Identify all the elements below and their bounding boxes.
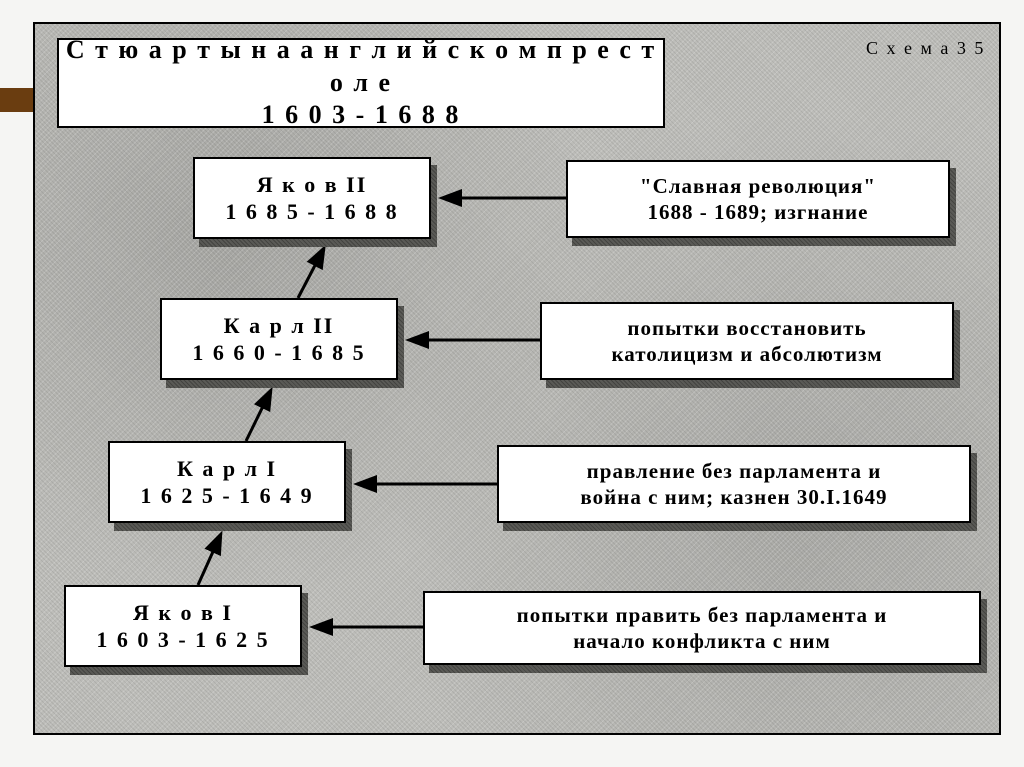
monarch-box: Я к о в II1 6 8 5 - 1 6 8 8	[193, 157, 431, 239]
monarch-name: Я к о в II	[257, 171, 368, 199]
arrow	[246, 392, 270, 441]
description-line: война с ним; казнен 30.I.1649	[580, 484, 887, 510]
monarch-box: Я к о в I1 6 0 3 - 1 6 2 5	[64, 585, 302, 667]
outer-frame: С х е м а 3 5 С т ю а р т ы н а а н г л …	[33, 22, 1001, 735]
description-box: правление без парламента ивойна с ним; к…	[497, 445, 971, 523]
monarch-years: 1 6 6 0 - 1 6 8 5	[192, 339, 365, 367]
monarch-box: К а р л I1 6 2 5 - 1 6 4 9	[108, 441, 346, 523]
description-box: попытки восстановитькатолицизм и абсолют…	[540, 302, 954, 380]
diagram-slide: С х е м а 3 5 С т ю а р т ы н а а н г л …	[0, 0, 1024, 767]
description-line: попытки восстановить	[627, 315, 866, 341]
description-box: попытки править без парламента иначало к…	[423, 591, 981, 665]
arrow	[298, 250, 323, 298]
monarch-name: Я к о в I	[133, 599, 233, 627]
monarch-years: 1 6 2 5 - 1 6 4 9	[140, 482, 313, 510]
monarch-years: 1 6 8 5 - 1 6 8 8	[225, 198, 398, 226]
accent-bar	[0, 88, 33, 112]
arrow	[198, 536, 220, 585]
monarch-name: К а р л II	[224, 312, 335, 340]
description-line: попытки править без парламента и	[517, 602, 888, 628]
description-line: "Славная революция"	[640, 173, 876, 199]
description-line: начало конфликта с ним	[573, 628, 831, 654]
description-line: католицизм и абсолютизм	[611, 341, 882, 367]
monarch-name: К а р л I	[177, 455, 277, 483]
monarch-years: 1 6 0 3 - 1 6 2 5	[96, 626, 269, 654]
description-box: "Славная революция"1688 - 1689; изгнание	[566, 160, 950, 238]
description-line: правление без парламента и	[587, 458, 882, 484]
description-line: 1688 - 1689; изгнание	[648, 199, 869, 225]
monarch-box: К а р л II1 6 6 0 - 1 6 8 5	[160, 298, 398, 380]
